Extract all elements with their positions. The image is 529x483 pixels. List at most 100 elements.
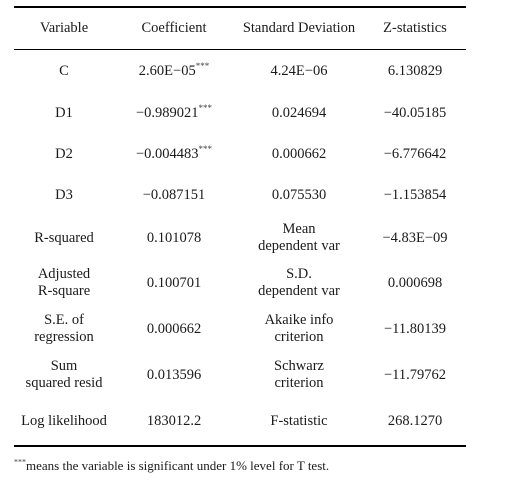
cell-z-statistic: 0.000698 (364, 260, 466, 306)
cell-variable: Sum squared resid (14, 352, 114, 398)
table-row: S.E. of regression 0.000662 Akaike info crit… (14, 306, 466, 352)
header-row: Variable Coefficient Standard Deviation … (14, 6, 466, 50)
header-z-statistics: Z-statistics (364, 6, 466, 50)
z-value: −11.79762 (383, 366, 446, 383)
coefficient-value: 0.100701 (146, 274, 202, 291)
cell-standard-deviation: 0.075530 (234, 175, 364, 216)
cell-z-statistic: −40.05185 (364, 92, 466, 134)
cell-variable: D2 (14, 134, 114, 175)
table-row: D1 −0.989021*** 0.024694 −40.05185 (14, 92, 466, 134)
std-line: Akaike info (264, 312, 334, 328)
variable-line: squared resid (25, 375, 103, 391)
cell-variable: Log likelihood (14, 398, 114, 447)
std-line: 0.075530 (271, 187, 327, 203)
cell-z-statistic: −11.79762 (364, 352, 466, 398)
cell-standard-deviation: Mean dependent var (234, 216, 364, 260)
cell-standard-deviation: Akaike info criterion (234, 306, 364, 352)
significance-marker: *** (198, 102, 213, 113)
variable-line: R-square (37, 283, 91, 299)
std-line: dependent var (258, 283, 340, 299)
std-line: criterion (274, 375, 324, 391)
std-line: 0.024694 (271, 104, 327, 121)
cell-z-statistic: −6.776642 (364, 134, 466, 175)
variable-line: Adjusted (37, 266, 91, 282)
table-row: R-squared 0.101078 Mean dependent var −4.83E… (14, 216, 466, 260)
cell-standard-deviation: 0.000662 (234, 134, 364, 175)
cell-standard-deviation: S.D. dependent var (234, 260, 364, 306)
cell-variable: Adjusted R-square (14, 260, 114, 306)
header-variable: Variable (14, 6, 114, 50)
std-line: S.D. (286, 266, 312, 282)
cell-coefficient: −0.989021*** (114, 92, 234, 134)
variable-line: D1 (55, 104, 73, 121)
coefficient-value: 183012.2 (146, 413, 202, 429)
z-value: −11.80139 (383, 320, 446, 337)
table-row: Adjusted R-square 0.100701 S.D. dependent va… (14, 260, 466, 306)
variable-line: S.E. of (44, 312, 84, 328)
cell-z-statistic: 268.1270 (364, 398, 466, 447)
table-row: D2 −0.004483*** 0.000662 −6.776642 (14, 134, 466, 175)
variable-line: D3 (55, 187, 73, 203)
table-body: C 2.60E−05*** 4.24E−06 6.130829 D1 −0.989021*… (14, 50, 466, 447)
variable-line: Sum (50, 358, 78, 374)
cell-variable: R-squared (14, 216, 114, 260)
footnote-text: means the variable is significant under … (26, 458, 330, 473)
cell-standard-deviation: 0.024694 (234, 92, 364, 134)
significance-marker: *** (195, 60, 210, 71)
variable-line: Log likelihood (21, 413, 107, 429)
coefficient-value: −0.087151 (142, 187, 206, 203)
z-value: 0.000698 (387, 274, 443, 291)
coefficient-value: 0.101078 (146, 229, 202, 246)
header-coefficient: Coefficient (114, 6, 234, 50)
variable-line: C (59, 62, 69, 79)
z-value: −6.776642 (383, 146, 447, 162)
regression-results-table-container: Variable Coefficient Standard Deviation … (14, 6, 466, 447)
coefficient-value: 2.60E−05 (138, 62, 196, 79)
z-value: −4.83E−09 (382, 229, 448, 246)
cell-coefficient: 0.101078 (114, 216, 234, 260)
std-line: criterion (274, 329, 324, 345)
cell-standard-deviation: F-statistic (234, 398, 364, 447)
std-line: dependent var (258, 238, 340, 254)
cell-coefficient: 183012.2 (114, 398, 234, 447)
z-value: 268.1270 (387, 413, 443, 429)
regression-results-table: Variable Coefficient Standard Deviation … (14, 6, 466, 447)
cell-z-statistic: −1.153854 (364, 175, 466, 216)
cell-variable: S.E. of regression (14, 306, 114, 352)
table-row: D3 −0.087151 0.075530 −1.153854 (14, 175, 466, 216)
std-line: 4.24E−06 (270, 62, 328, 79)
std-line: 0.000662 (271, 146, 327, 162)
cell-coefficient: 0.000662 (114, 306, 234, 352)
z-value: 6.130829 (387, 62, 443, 79)
variable-line: D2 (55, 146, 73, 162)
z-value: −1.153854 (383, 187, 447, 203)
table-row: C 2.60E−05*** 4.24E−06 6.130829 (14, 50, 466, 93)
cell-coefficient: −0.004483*** (114, 134, 234, 175)
coefficient-value: −0.989021 (135, 104, 199, 121)
cell-coefficient: 0.100701 (114, 260, 234, 306)
table-row: Log likelihood 183012.2 F-statistic 268.127… (14, 398, 466, 447)
cell-variable: D1 (14, 92, 114, 134)
variable-line: R-squared (34, 229, 94, 246)
header-standard-deviation: Standard Deviation (234, 6, 364, 50)
cell-standard-deviation: 4.24E−06 (234, 50, 364, 93)
coefficient-value: −0.004483 (135, 146, 199, 162)
variable-line: regression (34, 329, 94, 345)
z-value: −40.05185 (383, 104, 447, 121)
cell-coefficient: −0.087151 (114, 175, 234, 216)
table-footnote: ***means the variable is significant und… (14, 458, 329, 474)
table-row: Sum squared resid 0.013596 Schwarz criterion… (14, 352, 466, 398)
footnote-marker: *** (14, 457, 26, 467)
std-line: Schwarz (274, 358, 324, 374)
cell-variable: C (14, 50, 114, 93)
cell-z-statistic: 6.130829 (364, 50, 466, 93)
cell-z-statistic: −11.80139 (364, 306, 466, 352)
cell-coefficient: 2.60E−05*** (114, 50, 234, 93)
coefficient-value: 0.000662 (146, 320, 202, 337)
cell-z-statistic: −4.83E−09 (364, 216, 466, 260)
std-line: Mean (282, 221, 316, 237)
cell-variable: D3 (14, 175, 114, 216)
cell-standard-deviation: Schwarz criterion (234, 352, 364, 398)
cell-coefficient: 0.013596 (114, 352, 234, 398)
coefficient-value: 0.013596 (146, 366, 202, 383)
